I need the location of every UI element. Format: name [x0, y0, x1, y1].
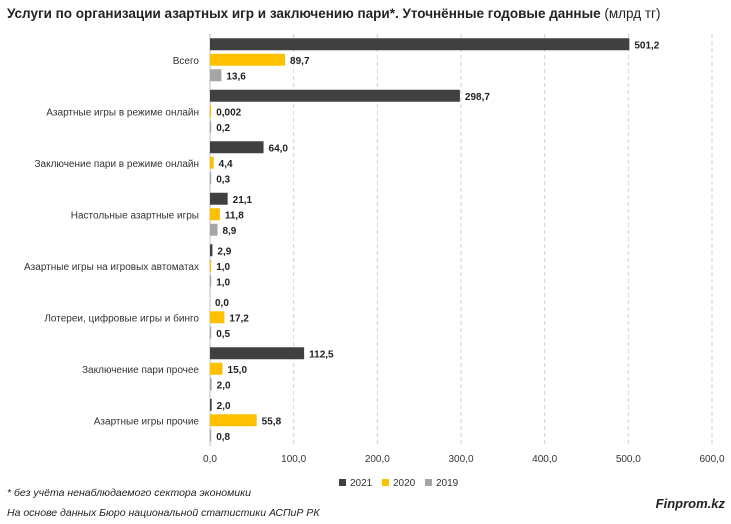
legend-label: 2020	[393, 478, 416, 489]
category-label: Заключение пари в режиме онлайн	[34, 159, 199, 170]
bar-2019	[210, 223, 218, 236]
data-label: 2,0	[217, 401, 231, 412]
data-label: 11,8	[225, 210, 244, 221]
bar-2021	[210, 347, 305, 360]
brand-watermark: Finprom.kz	[655, 496, 725, 511]
data-label: 112,5	[309, 349, 334, 360]
data-label: 4,4	[219, 159, 233, 170]
bar-2020	[210, 53, 286, 66]
data-label: 13,6	[226, 71, 246, 82]
x-tick-label: 0,0	[203, 454, 217, 465]
data-label: 21,1	[233, 195, 253, 206]
data-label: 89,7	[290, 56, 310, 67]
data-label: 0,8	[216, 432, 230, 443]
bar-2020	[210, 414, 257, 427]
x-tick-label: 300,0	[448, 454, 473, 465]
bar-2021	[210, 398, 212, 411]
category-label: Настольные азартные игры	[71, 210, 199, 221]
bar-2020	[210, 105, 212, 118]
data-label: 501,2	[634, 40, 659, 51]
bar-2020	[210, 311, 225, 324]
bar-2019	[210, 275, 212, 288]
data-label: 1,0	[216, 262, 230, 273]
bar-2019	[210, 378, 212, 391]
chart-title-text: Услуги по организации азартных игр и зак…	[7, 6, 601, 21]
x-tick-label: 600,0	[699, 454, 724, 465]
category-label: Всего	[173, 56, 200, 67]
legend-label: 2019	[436, 478, 459, 489]
bar-2021	[210, 89, 460, 102]
data-label: 2,0	[217, 380, 231, 391]
x-tick-label: 100,0	[281, 454, 306, 465]
data-label: 1,0	[216, 277, 230, 288]
bar-2019	[210, 120, 212, 133]
bar-2020	[210, 208, 220, 221]
data-label: 8,9	[222, 226, 236, 237]
bar-2020	[210, 259, 212, 272]
bar-2019	[210, 429, 212, 442]
category-label: Лотереи, цифровые игры и бинго	[44, 312, 199, 324]
legend-label: 2021	[350, 478, 373, 489]
data-label: 0,2	[216, 123, 230, 134]
legend-swatch-2021	[339, 479, 346, 486]
category-label: Заключение пари прочее	[82, 365, 199, 376]
x-tick-label: 400,0	[532, 454, 557, 465]
category-label: Азартные игры в режиме онлайн	[46, 107, 199, 118]
bar-2021	[210, 192, 228, 205]
category-label: Азартные игры прочие	[94, 416, 200, 427]
legend-swatch-2020	[382, 479, 389, 486]
chart-title: Услуги по организации азартных игр и зак…	[7, 6, 660, 21]
data-label: 0,002	[216, 107, 241, 118]
data-label: 0,0	[215, 298, 229, 309]
bar-2020	[210, 362, 223, 375]
data-label: 55,8	[262, 416, 282, 427]
source-note: На основе данных Бюро национальной стати…	[7, 507, 320, 519]
x-tick-label: 200,0	[365, 454, 390, 465]
data-label: 64,0	[269, 143, 289, 154]
chart-title-unit: (млрд тг)	[604, 6, 661, 21]
data-label: 2,9	[217, 246, 231, 257]
data-label: 17,2	[229, 313, 249, 324]
bar-2019	[210, 172, 212, 185]
bar-2021	[210, 38, 630, 51]
legend-swatch-2019	[425, 479, 432, 486]
footnote: * без учёта ненаблюдаемого сектора эконо…	[7, 487, 251, 499]
bar-2019	[210, 326, 212, 339]
data-label: 298,7	[465, 92, 490, 103]
data-label: 0,5	[216, 329, 230, 340]
bar-2019	[210, 69, 222, 82]
category-label: Азартные игры на игровых автоматах	[24, 262, 199, 273]
data-label: 0,3	[216, 174, 230, 185]
x-tick-label: 500,0	[616, 454, 641, 465]
bar-2021	[210, 244, 213, 257]
bar-2020	[210, 156, 214, 169]
data-label: 15,0	[228, 365, 248, 376]
bar-2021	[210, 141, 264, 154]
